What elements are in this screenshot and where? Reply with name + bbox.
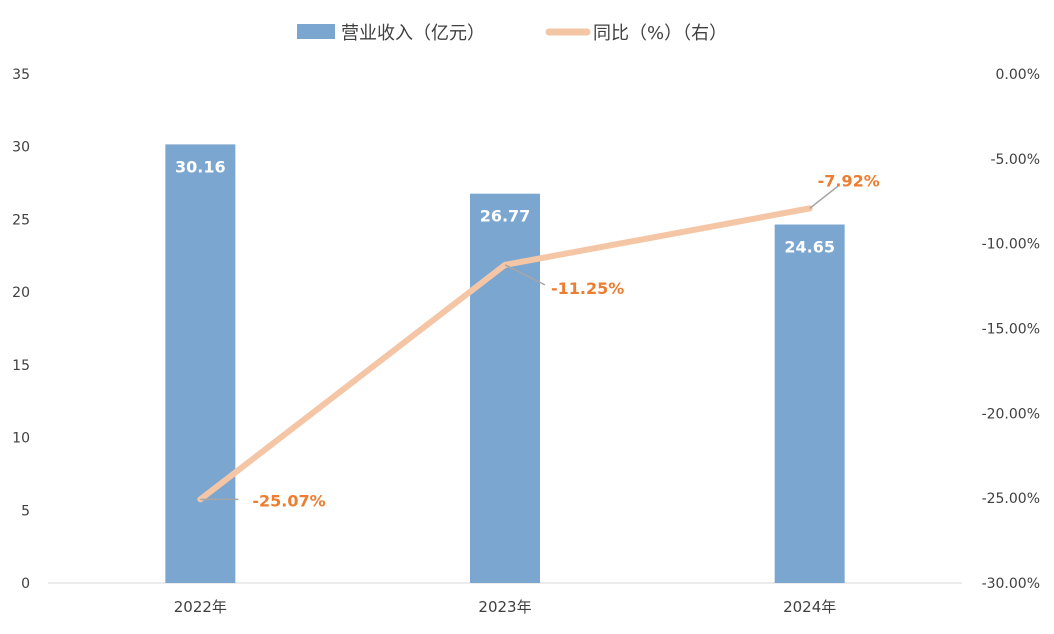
x-tick-label: 2024年: [783, 598, 836, 616]
legend-bar-swatch: [297, 24, 335, 39]
right-tick-label: -30.00%: [982, 576, 1040, 592]
right-tick-label: 0.00%: [996, 67, 1040, 83]
leader-line: [504, 264, 546, 286]
right-tick-label: -25.00%: [982, 491, 1040, 507]
left-tick-label: 5: [21, 503, 30, 519]
right-tick-label: -15.00%: [982, 322, 1040, 338]
bar: [774, 224, 845, 584]
bar-value-label: 24.65: [784, 238, 835, 257]
line-series: -25.07% -11.25% -7.92%: [197, 171, 880, 510]
bar: [165, 144, 236, 583]
bar: [470, 193, 540, 583]
yoy-value-label: -7.92%: [818, 171, 880, 190]
legend-bar-label: 营业收入（亿元）: [341, 23, 485, 44]
left-y-axis: 0 5 10 15 20 25 30 35: [12, 67, 30, 592]
x-axis-labels: 2022年 2023年 2024年: [174, 598, 837, 616]
x-tick-label: 2022年: [174, 598, 227, 616]
right-tick-label: -10.00%: [982, 237, 1040, 253]
x-tick-label: 2023年: [478, 598, 531, 616]
yoy-value-label: -11.25%: [551, 279, 624, 298]
right-tick-label: -20.00%: [982, 406, 1040, 422]
yoy-value-label: -25.07%: [252, 491, 325, 510]
left-tick-label: 25: [12, 212, 30, 228]
left-tick-label: 0: [21, 576, 30, 592]
leader-line: [809, 185, 839, 209]
legend: 营业收入（亿元） 同比（%）（右）: [297, 23, 727, 44]
left-tick-label: 20: [12, 285, 30, 301]
left-tick-label: 10: [12, 431, 30, 447]
bar-value-label: 30.16: [175, 157, 226, 176]
bar-value-label: 26.77: [480, 207, 531, 226]
legend-line-label: 同比（%）（右）: [593, 23, 727, 44]
left-tick-label: 15: [12, 358, 30, 374]
right-y-axis: -30.00% -25.00% -20.00% -15.00% -10.00% -5.00…: [982, 67, 1040, 592]
right-tick-label: -5.00%: [990, 152, 1040, 168]
bar-series: 30.16 26.77 24.65: [165, 144, 845, 584]
left-tick-label: 35: [12, 67, 30, 83]
left-tick-label: 30: [12, 140, 30, 156]
